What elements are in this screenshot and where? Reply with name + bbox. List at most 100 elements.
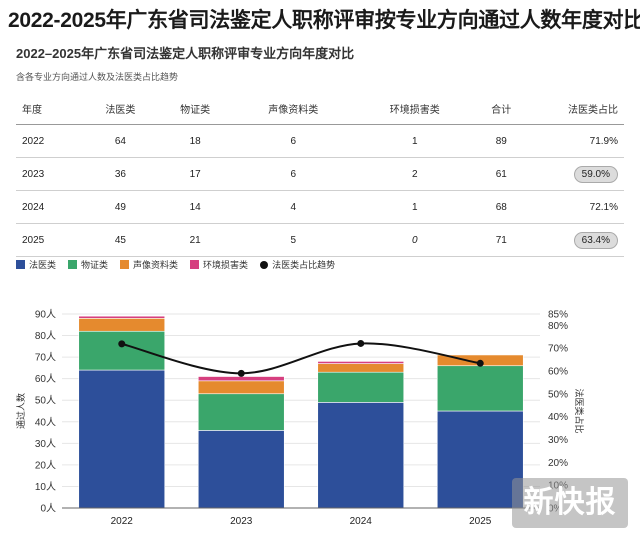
trend-point: [476, 359, 484, 367]
x-tick-label: 2022: [111, 516, 134, 527]
y-tick-label-left: 80人: [35, 330, 56, 342]
y-tick-label-left: 50人: [35, 395, 56, 407]
cell-audio-video: 4: [232, 190, 355, 224]
bar-segment: [436, 365, 524, 412]
y-tick-label-right: 85%: [548, 310, 568, 321]
bar-segment: [197, 393, 285, 431]
legend-swatch: [120, 260, 130, 269]
cell-share: 71.9%: [527, 124, 624, 158]
legend-label: 法医类占比趋势: [272, 260, 336, 270]
col-header-environment: 环境损害类: [354, 92, 476, 125]
cell-total: 61: [475, 157, 527, 191]
trend-point: [357, 339, 365, 347]
cell-environment: 1: [354, 124, 476, 158]
col-header-year: 年度: [16, 92, 83, 125]
data-table: 年度 法医类 物证类 声像资料类 环境损害类 合计 法医类占比 2022 64 …: [16, 92, 624, 257]
col-header-total: 合计: [475, 92, 527, 125]
x-tick-label: 2023: [230, 516, 253, 527]
table-row: 2023 36 17 6 2 61 59.0%: [16, 157, 624, 191]
y-tick-label-right: 40%: [548, 412, 568, 423]
chart-legend: 法医类 物证类 声像资料类 环境损害类 法医类占比趋势: [16, 258, 335, 271]
cell-evidence: 14: [157, 190, 233, 224]
y-tick-label-left: 40人: [35, 416, 56, 428]
bar-segment: [317, 371, 405, 403]
y-axis-label-right: 法医类占比: [574, 388, 585, 433]
x-tick-label: 2025: [469, 516, 492, 527]
trend-line: [121, 342, 481, 375]
legend-item-evidence: 物证类: [68, 258, 108, 271]
bar-segment: [197, 376, 285, 382]
cell-share: 63.4%: [527, 223, 624, 257]
cell-total: 71: [475, 223, 527, 257]
bar-segment: [197, 430, 285, 509]
y-tick-label-right: 30%: [548, 435, 568, 446]
cell-forensic: 49: [83, 190, 158, 224]
col-header-audio-video: 声像资料类: [232, 92, 355, 125]
y-tick-label-left: 60人: [35, 373, 56, 385]
table-row: 2024 49 14 4 1 68 72.1%: [16, 190, 624, 224]
bar-segment: [78, 318, 166, 332]
col-header-evidence: 物证类: [157, 92, 233, 125]
newspaper-watermark: 新快报: [512, 478, 628, 528]
legend-item-forensic: 法医类: [16, 258, 56, 271]
bar-segment: [436, 410, 524, 509]
y-tick-label-left: 0人: [40, 503, 56, 515]
legend-label: 声像资料类: [133, 260, 179, 270]
cell-evidence: 18: [157, 124, 233, 158]
cell-year: 2025: [16, 223, 83, 257]
y-axis-label-left: 通过人数: [15, 393, 26, 429]
y-tick-label-left: 90人: [35, 309, 56, 321]
col-header-forensic: 法医类: [83, 92, 158, 125]
legend-swatch: [68, 260, 78, 269]
cell-year: 2022: [16, 124, 83, 158]
x-tick-label: 2024: [350, 516, 373, 527]
stacked-bar-chart: 0人10人20人30人40人50人60人70人80人90人0%10%20%30%…: [15, 309, 585, 528]
legend-item-environment: 环境损害类: [190, 258, 248, 271]
bar-segment: [197, 380, 285, 395]
cell-environment: 2: [354, 157, 476, 191]
cell-audio-video: 5: [232, 223, 355, 257]
cell-audio-video: 6: [232, 124, 355, 158]
y-tick-label-left: 10人: [35, 481, 56, 493]
legend-label: 法医类: [29, 260, 57, 270]
cell-total: 68: [475, 190, 527, 224]
y-tick-label-left: 70人: [35, 352, 56, 364]
legend-item-trend: 法医类占比趋势: [260, 258, 335, 271]
page-title: 2022-2025年广东省司法鉴定人职称评审按专业方向通过人数年度对比: [8, 9, 640, 32]
cell-share: 59.0%: [527, 157, 624, 191]
table-row: 2022 64 18 6 1 89 71.9%: [16, 124, 624, 158]
cell-total: 89: [475, 124, 527, 158]
legend-dot: [260, 260, 269, 269]
legend-item-audio-video: 声像资料类: [120, 258, 178, 271]
cell-environment: 0: [354, 223, 476, 257]
bar-segment: [317, 363, 405, 373]
cell-year: 2023: [16, 157, 83, 191]
trend-point: [118, 340, 126, 348]
cell-forensic: 36: [83, 157, 158, 191]
y-tick-label-right: 70%: [548, 344, 568, 355]
cell-audio-video: 6: [232, 157, 355, 191]
legend-swatch: [190, 260, 200, 269]
cell-evidence: 17: [157, 157, 233, 191]
cell-year: 2024: [16, 190, 83, 224]
cell-environment: 1: [354, 190, 476, 224]
table-note: 含各专业方向通过人数及法医类占比趋势: [16, 72, 179, 82]
table-row: 2025 45 21 5 0 71 63.4%: [16, 223, 624, 257]
y-tick-label-right: 60%: [548, 367, 568, 378]
y-tick-label-left: 30人: [35, 438, 56, 450]
legend-label: 物证类: [81, 260, 109, 270]
cell-forensic: 64: [83, 124, 158, 158]
legend-swatch: [16, 260, 25, 269]
legend-label: 环境损害类: [203, 260, 249, 270]
cell-evidence: 21: [157, 223, 233, 257]
y-tick-label-right: 20%: [548, 458, 568, 469]
bar-segment: [78, 315, 166, 319]
y-tick-label-right: 50%: [548, 389, 568, 400]
share-badge: 63.4%: [573, 231, 618, 249]
y-tick-label-right: 80%: [548, 321, 568, 332]
bar-segment: [317, 361, 405, 364]
table-header-row: 年度 法医类 物证类 声像资料类 环境损害类 合计 法医类占比: [16, 92, 624, 125]
share-badge: 59.0%: [573, 165, 618, 183]
page-subtitle: 2022–2025年广东省司法鉴定人职称评审专业方向年度对比: [16, 46, 355, 61]
cell-forensic: 45: [83, 223, 158, 257]
